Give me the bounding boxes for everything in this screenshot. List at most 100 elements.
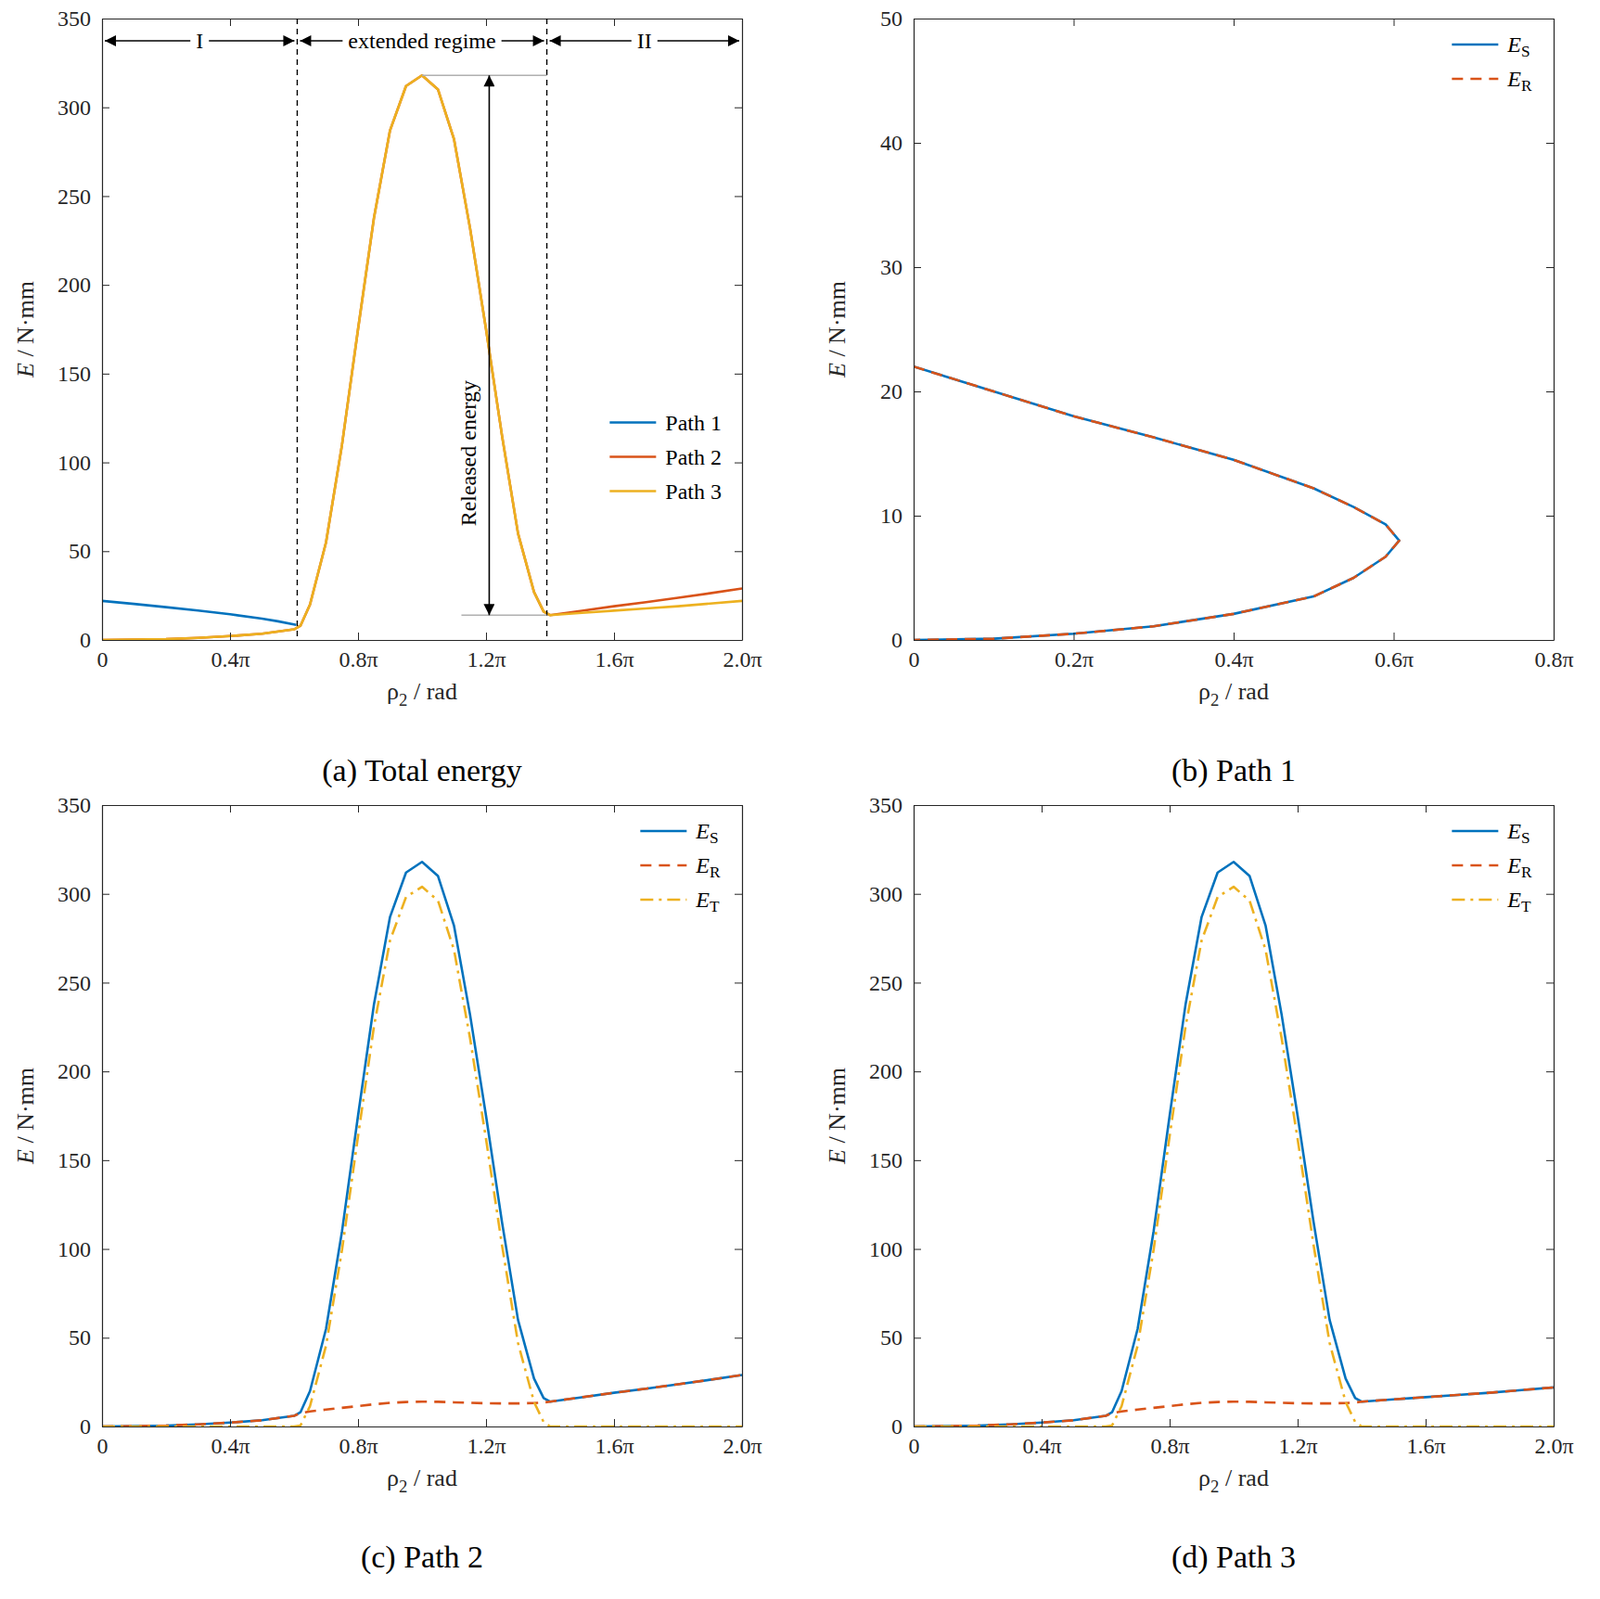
tick-mark bbox=[102, 107, 110, 109]
region-label-background bbox=[190, 28, 209, 53]
x-axis-top bbox=[914, 805, 1555, 813]
tick-mark bbox=[734, 1249, 743, 1251]
tick-mark bbox=[734, 18, 743, 20]
tick-mark bbox=[230, 632, 231, 640]
released-energy-label: Released energy bbox=[456, 380, 481, 527]
tick-label: 40 bbox=[880, 130, 903, 155]
region-label: II bbox=[637, 28, 653, 53]
tick: 1.6π bbox=[594, 632, 634, 672]
tick bbox=[734, 894, 743, 896]
tick-label: 200 bbox=[57, 1059, 91, 1084]
tick bbox=[1169, 805, 1171, 813]
legend-label: Path 1 bbox=[665, 410, 722, 436]
tick: 0.8π bbox=[338, 632, 378, 672]
tick-mark bbox=[913, 1071, 922, 1073]
tick bbox=[1546, 982, 1554, 984]
tick-label: 0 bbox=[908, 1433, 921, 1459]
released-energy-bottom-guide bbox=[460, 614, 547, 616]
tick-label: 0.6π bbox=[1374, 647, 1414, 672]
tick: 10 bbox=[880, 503, 922, 528]
tick-mark bbox=[734, 1071, 743, 1073]
panel: 00.4π0.8π1.2π1.6π2.0π0501001502002503003… bbox=[12, 793, 763, 1575]
tick-mark bbox=[734, 373, 743, 375]
tick-mark bbox=[734, 982, 743, 984]
tick-mark bbox=[1073, 632, 1075, 640]
legend-swatch bbox=[609, 489, 656, 493]
legend-swatch bbox=[640, 864, 687, 868]
tick bbox=[734, 195, 743, 197]
tick-label: 30 bbox=[880, 255, 903, 280]
tick: 0.4π bbox=[210, 632, 250, 672]
tick-label: 250 bbox=[869, 971, 903, 996]
y-axis: 01020304050 bbox=[880, 6, 922, 653]
series-line bbox=[913, 861, 1554, 1427]
tick-mark bbox=[913, 142, 922, 144]
x-axis-title: ρ2 / rad bbox=[1198, 678, 1269, 710]
legend-label: ES bbox=[1506, 819, 1530, 847]
legend-item: ER bbox=[640, 853, 721, 882]
y-axis-right bbox=[734, 806, 743, 1428]
tick: 1.2π bbox=[466, 632, 506, 672]
tick-label: 100 bbox=[57, 450, 91, 475]
plot-background bbox=[102, 805, 743, 1427]
tick bbox=[734, 373, 743, 375]
tick-label: 0.4π bbox=[1214, 647, 1254, 672]
tick-label: 0 bbox=[891, 627, 903, 653]
legend: ESERET bbox=[1451, 819, 1533, 916]
tick: 150 bbox=[57, 361, 110, 386]
tick-mark bbox=[1425, 1419, 1427, 1427]
tick-mark bbox=[913, 1426, 922, 1428]
tick-mark bbox=[734, 284, 743, 286]
tick-mark bbox=[230, 1419, 231, 1427]
region-label-background bbox=[342, 28, 501, 53]
tick bbox=[1233, 18, 1235, 26]
tick-mark bbox=[1546, 142, 1554, 144]
tick: 250 bbox=[57, 971, 110, 996]
tick-label: 0.8π bbox=[338, 1433, 378, 1459]
legend-swatch bbox=[1451, 77, 1498, 81]
panel: 00.2π0.4π0.6π0.8π01020304050ρ2 / radE / … bbox=[823, 6, 1575, 789]
axis-line bbox=[1553, 806, 1555, 1428]
tick: 30 bbox=[880, 255, 922, 280]
tick: 0 bbox=[891, 1414, 922, 1439]
tick-label: 0.8π bbox=[1534, 647, 1574, 672]
tick-label: 350 bbox=[57, 793, 91, 818]
tick-mark bbox=[1546, 1426, 1554, 1428]
tick-label: 2.0π bbox=[722, 1433, 762, 1459]
tick bbox=[734, 284, 743, 286]
tick-mark bbox=[614, 18, 615, 26]
tick-mark bbox=[1169, 805, 1171, 813]
tick: 100 bbox=[57, 1237, 110, 1262]
tick bbox=[1546, 1160, 1554, 1162]
tick: 100 bbox=[869, 1237, 922, 1262]
tick bbox=[1546, 1426, 1554, 1428]
tick-mark bbox=[614, 805, 615, 813]
tick-mark bbox=[1546, 1249, 1554, 1251]
tick: 300 bbox=[57, 882, 110, 907]
tick bbox=[486, 805, 487, 813]
tick: 300 bbox=[57, 95, 110, 120]
tick: 350 bbox=[57, 793, 110, 818]
tick-label: 0 bbox=[79, 627, 91, 653]
tick bbox=[1546, 1337, 1554, 1339]
tick bbox=[1546, 515, 1554, 517]
tick bbox=[1041, 805, 1043, 813]
tick: 50 bbox=[68, 1325, 110, 1350]
tick-mark bbox=[913, 18, 915, 26]
legend-swatch bbox=[609, 421, 656, 424]
tick-mark bbox=[913, 982, 922, 984]
legend-item: Path 3 bbox=[609, 479, 722, 504]
y-axis: 050100150200250300350 bbox=[57, 6, 110, 653]
y-axis: 050100150200250300350 bbox=[57, 793, 110, 1439]
tick-mark bbox=[1546, 1337, 1554, 1339]
panel-title: (c) Path 2 bbox=[360, 1539, 484, 1575]
tick-mark bbox=[1297, 1419, 1299, 1427]
tick-mark bbox=[734, 195, 743, 197]
tick bbox=[1546, 1071, 1554, 1073]
series-line bbox=[913, 886, 1554, 1427]
tick bbox=[734, 462, 743, 464]
tick-mark bbox=[913, 515, 922, 517]
legend-item: Path 1 bbox=[609, 410, 722, 436]
region-boundary bbox=[546, 18, 548, 640]
axis-line bbox=[742, 19, 743, 641]
